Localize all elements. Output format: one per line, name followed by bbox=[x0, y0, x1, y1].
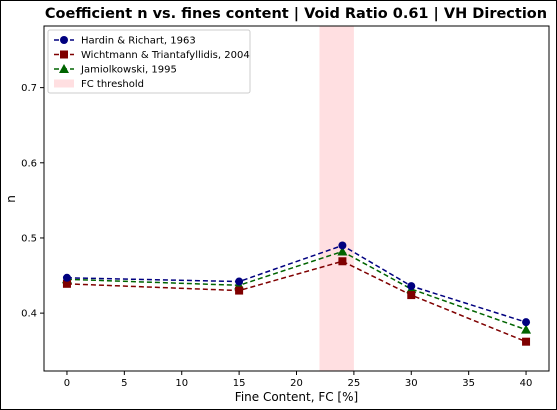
legend-marker bbox=[59, 64, 69, 73]
series-line bbox=[66, 260, 527, 343]
y-tick-label: 0.6 bbox=[21, 158, 37, 169]
legend-label: Hardin & Richart, 1963 bbox=[81, 36, 196, 47]
y-axis-label: n bbox=[4, 195, 18, 203]
data-point bbox=[235, 286, 244, 295]
legend-label: Wichtmann & Triantafyllidis, 2004 bbox=[81, 50, 250, 61]
fc-threshold-band bbox=[319, 26, 354, 371]
plot-area bbox=[43, 25, 550, 372]
x-tick-label: 5 bbox=[121, 378, 127, 389]
x-tick-label: 35 bbox=[462, 378, 475, 389]
data-point bbox=[338, 257, 347, 266]
data-point bbox=[62, 273, 71, 282]
series-line bbox=[66, 250, 527, 331]
series-line bbox=[66, 244, 527, 323]
x-tick-label: 10 bbox=[175, 378, 188, 389]
legend-label: Jamiolkowski, 1995 bbox=[80, 65, 177, 76]
y-tick-label: 0.5 bbox=[21, 233, 37, 244]
y-tick-label: 0.7 bbox=[21, 83, 37, 94]
legend-marker bbox=[60, 36, 68, 44]
data-point bbox=[338, 241, 347, 250]
x-tick-label: 0 bbox=[64, 378, 70, 389]
x-axis-label: Fine Content, FC [%] bbox=[235, 390, 358, 404]
series-group bbox=[62, 241, 531, 327]
x-tick-label: 25 bbox=[348, 378, 361, 389]
x-tick-label: 30 bbox=[405, 378, 418, 389]
series-group bbox=[61, 246, 532, 334]
data-point bbox=[522, 337, 531, 346]
data-point bbox=[407, 282, 416, 291]
legend-box bbox=[47, 29, 251, 94]
x-tick-label: 15 bbox=[233, 378, 246, 389]
legend-label: FC threshold bbox=[81, 79, 144, 90]
data-point bbox=[62, 279, 71, 288]
data-point bbox=[521, 324, 532, 334]
legend: Hardin & Richart, 1963 Wichtmann & Triant… bbox=[47, 29, 251, 94]
data-point bbox=[337, 246, 348, 256]
legend-marker bbox=[60, 50, 68, 59]
series-group bbox=[62, 257, 531, 346]
x-tick-label: 20 bbox=[290, 378, 303, 389]
data-point bbox=[522, 318, 531, 327]
x-tick-label: 40 bbox=[520, 378, 533, 389]
legend-swatch bbox=[54, 79, 74, 88]
data-point bbox=[407, 291, 416, 300]
data-point bbox=[235, 277, 244, 286]
y-tick-label: 0.4 bbox=[21, 309, 37, 320]
chart-title: Coefficient n vs. fines content | Void R… bbox=[45, 6, 547, 22]
